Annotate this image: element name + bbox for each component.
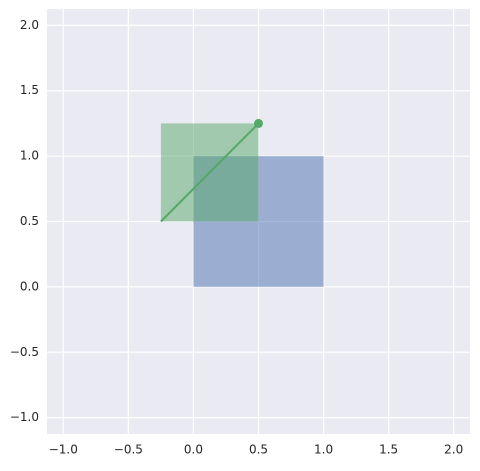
x-tick-label: 2.0	[444, 443, 463, 457]
y-tick-label: −0.5	[10, 345, 39, 359]
x-tick-label: 1.5	[379, 443, 398, 457]
x-tick-label: 0.5	[249, 443, 268, 457]
marker	[254, 118, 263, 128]
x-tick-label: 0.0	[184, 443, 203, 457]
y-tick-label: 1.5	[20, 83, 39, 97]
y-tick-label: 0.0	[20, 279, 39, 293]
x-tick-label: −0.5	[114, 443, 143, 457]
x-tick-label: 1.0	[314, 443, 333, 457]
x-tick-label: −1.0	[49, 443, 78, 457]
y-tick-label: 0.5	[20, 214, 39, 228]
y-tick-label: −1.0	[10, 410, 39, 424]
line	[160, 122, 260, 223]
y-tick-label: 1.0	[20, 149, 39, 163]
y-tick-label: 2.0	[20, 18, 39, 32]
